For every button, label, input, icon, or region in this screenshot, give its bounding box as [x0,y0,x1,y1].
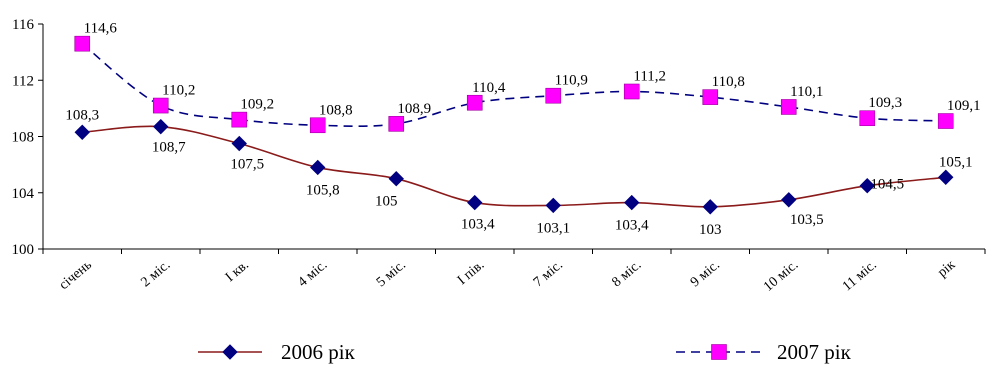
data-point [74,124,90,140]
data-point [624,194,640,211]
data-label: 105,1 [939,154,973,170]
data-point [309,117,326,134]
data-label: 108,3 [65,107,99,123]
data-label: 109,2 [240,97,274,113]
legend-label: 2007 рік [777,340,852,364]
legend-item-1: 2006 рік [198,340,356,364]
data-label: 103,5 [790,212,824,228]
data-label: 107,5 [230,157,264,173]
series-line [82,125,946,208]
data-label: 103,4 [461,217,495,233]
data-label: 108,9 [397,101,431,117]
y-tick-label: 104 [12,186,35,202]
data-point [152,97,169,114]
y-tick-label: 116 [12,17,34,33]
x-tick-label: 11 міс. [840,258,880,295]
axes: 100 104 108 112 116 січень 2 міс. І кв. 4 міс. 5 … [12,17,986,295]
y-tick-label: 108 [12,130,35,146]
data-point [467,194,483,211]
data-label: 110,1 [790,84,823,100]
data-point [859,110,876,127]
x-tick-label: 4 міс. [295,258,330,291]
x-tick-label: І кв. [223,258,252,286]
data-label: 110,9 [555,73,588,89]
data-point [310,159,326,176]
x-tick-label: 9 міс. [688,258,723,291]
data-point [231,135,247,152]
series-1: 108,3 108,7 107,5 105,8 105 103,4 103,1 103,4 10… [65,107,972,238]
x-tick-label: січень [57,258,95,293]
data-point [466,94,483,111]
data-label: 109,3 [868,95,902,111]
x-tick-label: 5 міс. [374,258,409,291]
data-point [780,99,797,115]
data-label: 108,8 [319,102,353,118]
data-point [153,118,169,135]
x-tick-label: 10 міс. [761,258,801,295]
x-tick-label: 8 міс. [609,258,644,291]
legend-label: 2006 рік [281,340,356,364]
data-point [388,116,405,132]
data-label: 104,5 [870,177,904,193]
legend: 2006 рік 2007 рік [198,340,852,364]
y-tick-label: 112 [12,73,34,89]
data-point [623,83,640,100]
data-label: 111,2 [633,69,666,85]
data-point [781,192,797,208]
data-label: 108,7 [152,140,186,156]
legend-marker [711,344,727,360]
data-point [702,89,719,105]
data-label: 110,4 [472,80,506,96]
data-point [859,178,875,194]
data-point [702,199,718,215]
legend-item-2: 2007 рік [676,340,852,364]
legend-marker [222,344,238,360]
data-point [231,111,248,128]
data-point [545,197,561,214]
data-label: 103,1 [536,220,570,236]
data-label: 103 [699,222,722,238]
data-label: 110,8 [712,74,745,90]
data-label: 105,8 [306,182,340,198]
data-point [388,170,404,187]
data-point [545,87,562,104]
x-tick-label: 7 міс. [531,258,566,291]
data-point [937,113,954,129]
data-label: 103,4 [615,218,649,234]
x-tick-label: І пів. [455,258,487,289]
data-label: 109,1 [947,98,981,114]
y-tick-label: 100 [12,242,35,258]
series-2: 114,6 110,2 109,2 108,8 108,9 110,4 110,9 111,2… [74,21,981,134]
data-label: 110,2 [162,83,195,99]
series-layer: 108,3 108,7 107,5 105,8 105 103,4 103,1 103,4 10… [65,21,980,238]
data-label: 105 [375,194,398,210]
data-label: 114,6 [84,21,118,37]
data-point [74,35,91,52]
x-tick-label: 2 міс. [138,258,173,291]
data-point [938,169,954,185]
x-tick-label: рік [935,257,958,280]
